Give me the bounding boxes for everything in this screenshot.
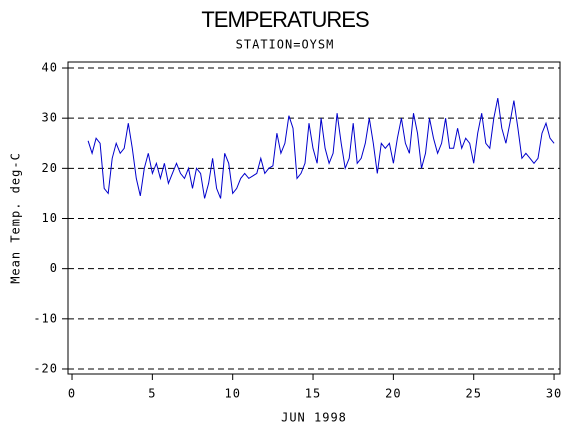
y-axis-label: Mean Temp. deg-C (9, 152, 23, 284)
x-tick-label: 5 (148, 387, 156, 401)
chart-title: TEMPERATURES (201, 7, 369, 32)
x-axis-label: JUN 1998 (281, 411, 347, 425)
plot-frame (67, 61, 561, 375)
y-tick-label: 20 (42, 161, 58, 175)
x-tick-label: 25 (465, 387, 481, 401)
x-tick-label: 15 (305, 387, 321, 401)
x-tick-label: 0 (68, 387, 76, 401)
x-tick-label: 20 (385, 387, 401, 401)
x-tick-label: 10 (224, 387, 240, 401)
data-line (87, 98, 555, 199)
y-tick-label: -10 (33, 311, 58, 325)
y-tick-label: 10 (42, 211, 58, 225)
y-tick-label: 0 (50, 261, 58, 275)
y-tick-label: -20 (33, 361, 58, 375)
y-tick-label: 40 (42, 61, 58, 75)
chart-subtitle: STATION=OYSM (236, 38, 335, 52)
x-tick-label: 30 (546, 387, 562, 401)
y-tick-label: 30 (42, 111, 58, 125)
